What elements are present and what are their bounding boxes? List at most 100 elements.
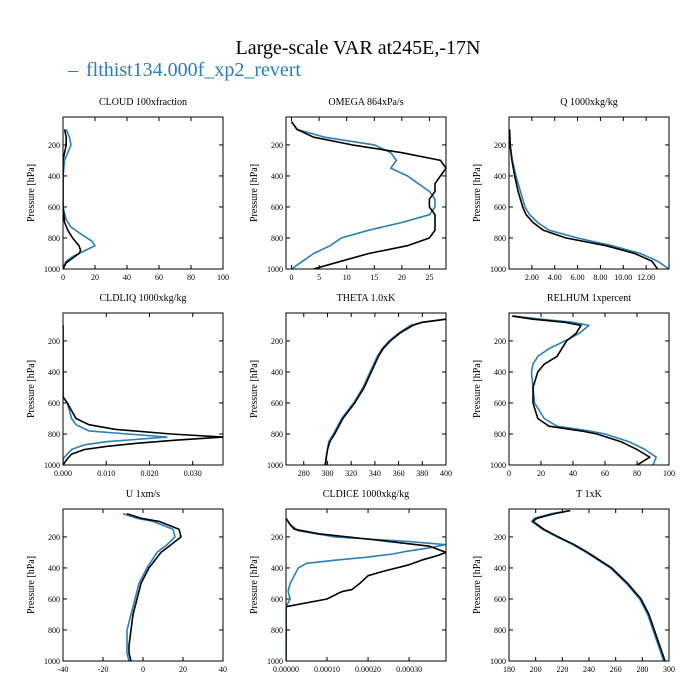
series-line-blue	[513, 315, 658, 465]
y-axis-label: Pressure [hPa]	[26, 164, 37, 222]
x-tick-label: 400	[440, 469, 452, 478]
panel-title: U 1xm/s	[126, 489, 160, 500]
y-tick-label: 800	[271, 430, 283, 439]
x-tick-label: -20	[98, 665, 109, 674]
panel-title: CLDLIQ 1000xkg/kg	[100, 293, 187, 304]
x-tick-label: 360	[393, 469, 405, 478]
y-tick-label: 400	[48, 564, 60, 573]
series-line-blue	[509, 129, 669, 269]
x-tick-label: 4.00	[548, 273, 562, 282]
plot-frame	[285, 116, 447, 270]
y-tick-label: 400	[494, 368, 506, 377]
y-axis-label: Pressure [hPa]	[472, 164, 483, 222]
x-tick-label: 0.030	[184, 469, 202, 478]
y-axis-label: Pressure [hPa]	[249, 360, 260, 418]
x-tick-label: 10	[343, 273, 351, 282]
x-tick-label: 20	[537, 469, 545, 478]
y-tick-label: 600	[48, 399, 60, 408]
x-tick-label: 200	[530, 665, 542, 674]
x-tick-label: 220	[556, 665, 568, 674]
y-tick-label: 1000	[44, 265, 60, 274]
y-tick-label: 800	[48, 430, 60, 439]
series-line-blue	[122, 512, 176, 661]
series-line-blue	[63, 129, 96, 269]
panel-title: Q 1000xkg/kg	[560, 97, 618, 108]
y-tick-label: 400	[494, 172, 506, 181]
x-tick-label: 0	[61, 273, 65, 282]
chart-panel-7: CLDICE 1000xkg/kg Pressure [hPa] 200 400 600…	[249, 489, 447, 674]
y-tick-label: 200	[48, 141, 60, 150]
y-axis-label: Pressure [hPa]	[472, 556, 483, 614]
y-tick-label: 1000	[490, 265, 506, 274]
x-tick-label: 80	[187, 273, 195, 282]
x-tick-label: 340	[369, 469, 381, 478]
x-tick-label: 80	[633, 469, 641, 478]
y-tick-label: 200	[494, 141, 506, 150]
x-tick-label: 280	[636, 665, 648, 674]
panel-title: THETA 1.0xK	[337, 293, 396, 304]
x-tick-label: 20	[398, 273, 406, 282]
y-tick-label: 400	[271, 368, 283, 377]
chart-panel-3: CLDLIQ 1000xkg/kg Pressure [hPa] 200 400 600…	[26, 293, 224, 478]
series-line-black	[63, 129, 82, 269]
panel-title: T 1xK	[576, 489, 602, 500]
y-tick-label: 1000	[267, 265, 283, 274]
y-tick-label: 400	[494, 564, 506, 573]
x-tick-label: 380	[416, 469, 428, 478]
y-tick-label: 1000	[490, 657, 506, 666]
x-tick-label: 0.000	[54, 469, 72, 478]
y-tick-label: 200	[271, 337, 283, 346]
y-tick-label: 800	[494, 626, 506, 635]
chart-panel-4: THETA 1.0xK Pressure [hPa] 200 400 600 800 100…	[249, 293, 452, 478]
y-tick-label: 600	[271, 203, 283, 212]
x-tick-label: 180	[503, 665, 515, 674]
panel-title: CLOUD 100xfraction	[99, 97, 187, 108]
y-axis-label: Pressure [hPa]	[249, 556, 260, 614]
x-tick-label: 5	[317, 273, 321, 282]
y-tick-label: 600	[494, 399, 506, 408]
y-tick-label: 600	[494, 203, 506, 212]
series-line-black	[290, 121, 446, 269]
y-tick-label: 200	[48, 337, 60, 346]
y-tick-label: 200	[48, 533, 60, 542]
x-tick-label: 40	[219, 665, 227, 674]
series-line-black	[324, 318, 446, 465]
y-tick-label: 1000	[267, 657, 283, 666]
plot-frame	[508, 312, 670, 466]
series-line-black	[286, 517, 446, 661]
x-tick-label: 320	[345, 469, 357, 478]
y-tick-label: 400	[271, 564, 283, 573]
plot-frame	[62, 312, 224, 466]
y-axis-label: Pressure [hPa]	[472, 360, 483, 418]
series-line-blue	[325, 318, 446, 465]
y-tick-label: 800	[494, 430, 506, 439]
y-tick-label: 800	[271, 234, 283, 243]
plot-frame	[508, 508, 670, 662]
legend: – flthist134.000f_xp2_revert	[67, 59, 301, 81]
x-tick-label: -40	[58, 665, 69, 674]
series-line-black	[532, 509, 666, 661]
plot-frame	[62, 116, 224, 270]
series-line-black	[512, 315, 651, 465]
panel-title: RELHUM 1xpercent	[547, 293, 631, 304]
x-tick-label: 260	[610, 665, 622, 674]
x-tick-label: 0.00010	[314, 665, 340, 674]
y-tick-label: 1000	[44, 461, 60, 470]
y-tick-label: 800	[48, 234, 60, 243]
x-tick-label: 2.00	[525, 273, 539, 282]
x-tick-label: 60	[601, 469, 609, 478]
x-tick-label: 0	[507, 469, 511, 478]
plot-frame	[508, 116, 670, 270]
y-tick-label: 800	[48, 626, 60, 635]
x-tick-label: 100	[217, 273, 229, 282]
x-tick-label: 300	[321, 469, 333, 478]
x-tick-label: 0.00020	[355, 665, 381, 674]
y-tick-label: 400	[48, 368, 60, 377]
y-tick-label: 200	[271, 141, 283, 150]
y-tick-label: 600	[494, 595, 506, 604]
x-tick-label: 0.00000	[273, 665, 299, 674]
